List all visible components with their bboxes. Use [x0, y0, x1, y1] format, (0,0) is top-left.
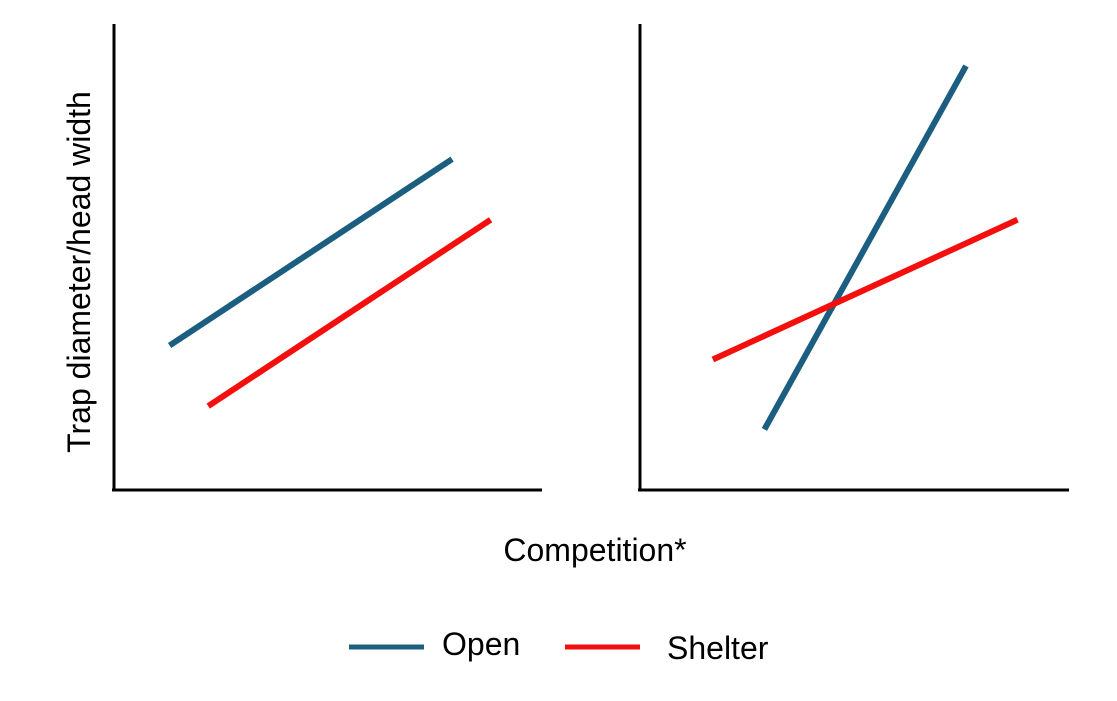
legend-label-shelter: Shelter — [667, 630, 769, 666]
y-axis-title: Trap diameter/head width — [61, 91, 97, 453]
x-axis-title: Competition* — [503, 532, 686, 568]
right-series-layer — [711, 64, 1019, 431]
left-panel — [112, 24, 542, 492]
left-series-layer — [167, 156, 493, 409]
right-panel — [638, 24, 1069, 492]
right-series-line-shelter — [711, 216, 1019, 363]
legend: Open Shelter — [349, 626, 769, 666]
left-series-line-open — [167, 156, 454, 349]
legend-label-open: Open — [442, 626, 520, 662]
left-series-line-shelter — [206, 217, 493, 409]
right-series-line-open — [761, 64, 969, 431]
